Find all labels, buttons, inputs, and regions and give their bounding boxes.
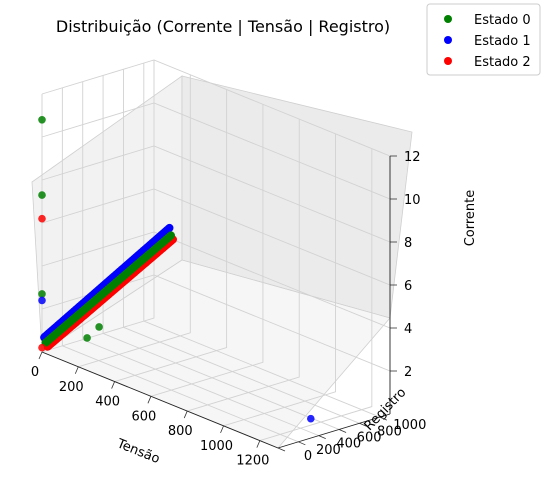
y-tick-label: 400 [336,437,361,452]
z-axis-label: Corrente [463,190,478,247]
legend-label-estado-0: Estado 0 [474,13,531,28]
y-tick-label: 200 [316,443,341,458]
z-tick-label: 6 [404,279,412,294]
z-tick-label: 10 [404,193,421,208]
legend-frame [426,3,541,76]
x-axis-line [41,351,279,449]
z-grid-line [41,59,391,157]
legend-marker-estado-2 [444,57,452,65]
z-tick-label: 12 [404,150,421,165]
z-grid-line [41,274,391,372]
outlier-point-estado-0 [83,334,91,342]
y-tick-label: 800 [377,424,402,439]
y-tick-label: 1000 [393,418,426,433]
legend-label-estado-2: Estado 2 [474,55,531,70]
legend-entry-estado-2: Estado 2 [444,55,531,70]
x-tick-mark [74,366,79,374]
x-tick-mark [183,410,188,419]
x-axis-label: Tensão [114,436,162,467]
x-tick-label: 800 [168,424,193,439]
x-tick-mark [38,351,43,360]
legend-label-estado-1: Estado 1 [474,34,531,49]
outlier-point-estado-0 [38,191,46,199]
chart-title: Distribuição (Corrente | Tensão | Regist… [56,17,390,36]
x-tick-mark [111,381,115,389]
y-tick-mark [318,435,326,440]
y-tick-mark [298,441,306,446]
legend-marker-estado-0 [444,15,452,23]
outlier-point-estado-0 [38,290,46,298]
x-tick-label: 200 [59,380,84,395]
z-tick-label: 4 [404,322,412,337]
z-grid-line [41,188,391,286]
y-axis-line [277,413,391,449]
legend-entry-estado-0: Estado 0 [444,13,531,28]
y-tick-mark [277,447,286,452]
x-tick-mark [147,396,152,404]
outlier-point-estado-2 [38,343,46,352]
x-tick-label: 0 [31,365,39,380]
x-tick-label: 600 [132,409,157,424]
axes-panes [31,75,413,449]
x-tick-label: 400 [95,395,120,410]
data-point-estado-1 [165,223,174,232]
z-grid-line [41,145,391,243]
y-tick-mark [338,429,347,433]
outlier-point-estado-1 [307,414,315,423]
x-tick-mark [220,425,224,434]
z-grid-line [41,102,391,200]
z-grid-line [41,231,391,329]
x-tick-mark [256,440,261,448]
z-tick-label: 8 [404,236,412,251]
outlier-point-estado-0 [95,323,103,331]
y-tick-mark [359,422,367,427]
grid-lines [41,59,391,449]
y-tick-mark [379,416,387,421]
data-point-estado-0 [167,231,175,240]
legend: Estado 0 Estado 1 Estado 2 [426,3,541,76]
outlier-point-estado-1 [38,296,46,305]
x-tick-label: 1200 [236,454,269,469]
legend-marker-estado-1 [444,36,452,44]
y-tick-label: 0 [304,449,312,464]
z-tick-label: 2 [404,365,412,380]
outlier-point-estado-0 [38,116,46,124]
y-tick-label: 600 [357,430,382,445]
legend-entry-estado-1: Estado 1 [444,34,531,49]
data-points [38,116,315,423]
x-tick-label: 1000 [200,439,233,454]
outlier-point-estado-2 [38,214,46,223]
